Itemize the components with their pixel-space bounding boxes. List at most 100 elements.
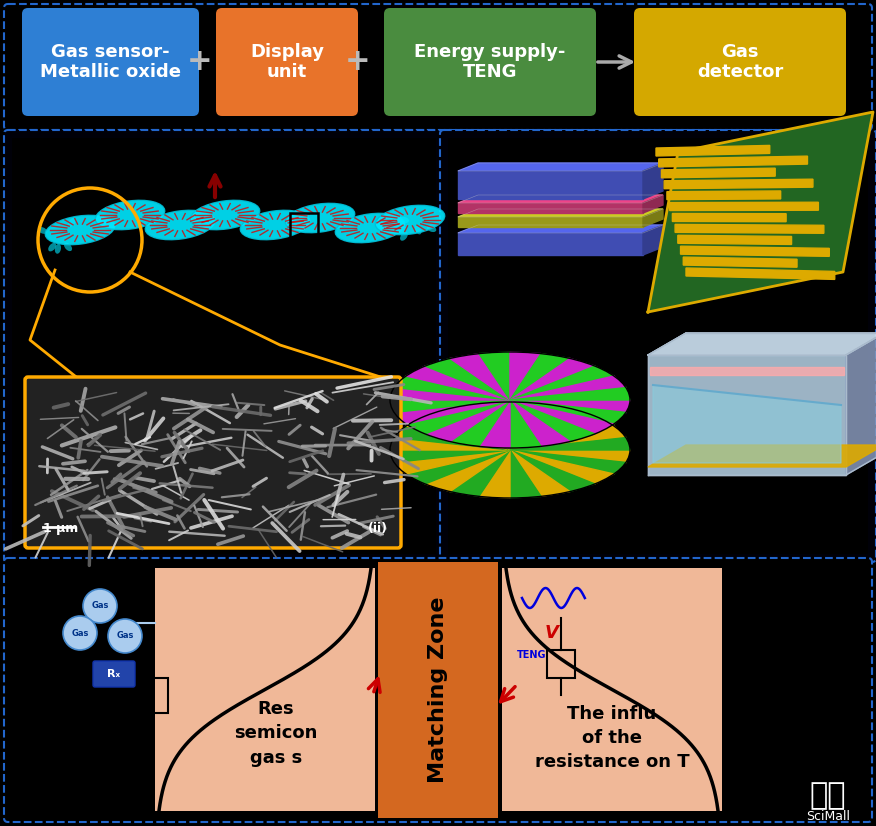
- Bar: [448, 138, 868, 554]
- Ellipse shape: [240, 211, 310, 240]
- Polygon shape: [678, 235, 792, 244]
- Polygon shape: [510, 354, 570, 400]
- Polygon shape: [683, 257, 797, 268]
- Polygon shape: [648, 333, 876, 355]
- Polygon shape: [510, 450, 614, 484]
- Polygon shape: [458, 217, 643, 227]
- Polygon shape: [394, 426, 510, 450]
- Text: Res: Res: [258, 700, 294, 718]
- Polygon shape: [643, 225, 663, 255]
- Text: V: V: [545, 624, 559, 642]
- FancyBboxPatch shape: [4, 558, 872, 822]
- Circle shape: [63, 616, 97, 650]
- Polygon shape: [510, 400, 626, 424]
- Polygon shape: [390, 400, 510, 412]
- Ellipse shape: [60, 219, 66, 229]
- Text: Matching Zone: Matching Zone: [428, 596, 448, 783]
- Polygon shape: [394, 400, 510, 424]
- Polygon shape: [425, 400, 510, 442]
- Polygon shape: [510, 400, 614, 434]
- Text: TENG: TENG: [517, 650, 547, 660]
- Ellipse shape: [62, 225, 70, 235]
- Polygon shape: [394, 450, 510, 474]
- Polygon shape: [458, 225, 663, 233]
- Polygon shape: [406, 366, 510, 400]
- Polygon shape: [425, 358, 510, 400]
- Polygon shape: [648, 445, 876, 467]
- Polygon shape: [510, 400, 630, 412]
- Polygon shape: [458, 195, 663, 203]
- Ellipse shape: [69, 234, 80, 240]
- Text: Gas
detector: Gas detector: [697, 43, 783, 82]
- Polygon shape: [510, 408, 595, 450]
- Polygon shape: [643, 209, 663, 227]
- FancyBboxPatch shape: [440, 130, 876, 562]
- Polygon shape: [686, 268, 835, 279]
- Polygon shape: [450, 404, 510, 450]
- FancyBboxPatch shape: [25, 377, 401, 548]
- Polygon shape: [648, 355, 846, 475]
- FancyBboxPatch shape: [384, 8, 596, 116]
- Polygon shape: [510, 376, 626, 400]
- Ellipse shape: [407, 198, 413, 208]
- Text: (ii): (ii): [368, 522, 388, 535]
- Polygon shape: [458, 203, 643, 213]
- Bar: [290, 213, 318, 253]
- FancyBboxPatch shape: [216, 8, 358, 116]
- Polygon shape: [406, 400, 510, 434]
- Text: Rₓ: Rₓ: [108, 669, 121, 679]
- Polygon shape: [425, 450, 510, 491]
- Polygon shape: [394, 376, 510, 400]
- Polygon shape: [425, 408, 510, 450]
- Circle shape: [83, 589, 117, 623]
- Bar: [547, 650, 575, 678]
- Polygon shape: [510, 416, 614, 450]
- Polygon shape: [643, 163, 663, 199]
- Polygon shape: [458, 163, 663, 171]
- Ellipse shape: [375, 206, 445, 235]
- Text: Display
unit: Display unit: [250, 43, 324, 82]
- Ellipse shape: [190, 201, 259, 230]
- Text: 1 μm: 1 μm: [43, 522, 78, 535]
- Ellipse shape: [95, 201, 165, 230]
- Ellipse shape: [57, 248, 63, 258]
- Ellipse shape: [286, 203, 355, 233]
- Polygon shape: [406, 450, 510, 484]
- Polygon shape: [450, 354, 510, 400]
- Ellipse shape: [420, 229, 427, 237]
- Polygon shape: [659, 156, 808, 167]
- Text: Energy supply-
TENG: Energy supply- TENG: [414, 43, 566, 82]
- Text: ne: ne: [330, 268, 346, 281]
- Text: The influ: The influ: [568, 705, 657, 723]
- Text: Gas: Gas: [91, 601, 109, 610]
- Polygon shape: [510, 402, 541, 450]
- Polygon shape: [656, 145, 770, 156]
- Ellipse shape: [392, 223, 402, 230]
- Polygon shape: [653, 385, 841, 463]
- Text: semicon: semicon: [234, 724, 318, 743]
- Text: Gas: Gas: [71, 629, 88, 638]
- Polygon shape: [390, 387, 510, 400]
- Polygon shape: [681, 246, 830, 256]
- Ellipse shape: [418, 222, 427, 229]
- Polygon shape: [510, 450, 630, 463]
- Text: +: +: [187, 48, 213, 77]
- Text: resistance on T: resistance on T: [534, 753, 689, 771]
- Polygon shape: [390, 438, 510, 450]
- Bar: [155, 568, 375, 811]
- Polygon shape: [510, 400, 570, 446]
- Polygon shape: [510, 438, 630, 450]
- Polygon shape: [510, 450, 570, 496]
- Text: 科界: 科界: [809, 781, 846, 810]
- Polygon shape: [667, 191, 781, 200]
- Polygon shape: [479, 450, 510, 498]
- Polygon shape: [643, 195, 663, 213]
- Polygon shape: [673, 213, 786, 221]
- Bar: [140, 678, 168, 713]
- Ellipse shape: [145, 211, 215, 240]
- Polygon shape: [406, 416, 510, 450]
- FancyBboxPatch shape: [4, 4, 872, 130]
- FancyBboxPatch shape: [22, 8, 199, 116]
- Ellipse shape: [53, 251, 59, 261]
- FancyBboxPatch shape: [634, 8, 846, 116]
